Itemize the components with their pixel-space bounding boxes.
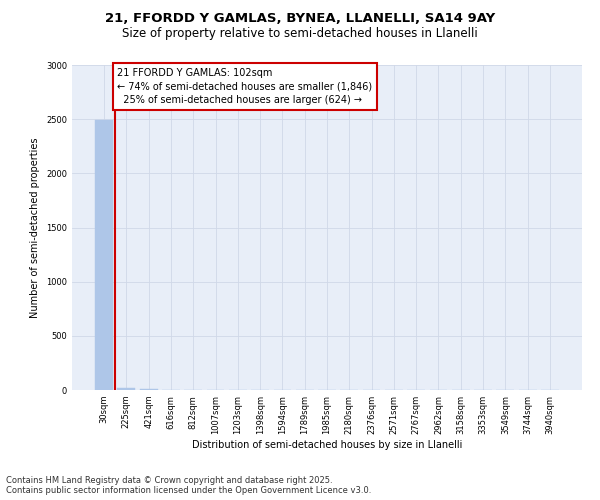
Text: Size of property relative to semi-detached houses in Llanelli: Size of property relative to semi-detach… xyxy=(122,28,478,40)
Text: Contains HM Land Registry data © Crown copyright and database right 2025.
Contai: Contains HM Land Registry data © Crown c… xyxy=(6,476,371,495)
Y-axis label: Number of semi-detached properties: Number of semi-detached properties xyxy=(31,137,40,318)
X-axis label: Distribution of semi-detached houses by size in Llanelli: Distribution of semi-detached houses by … xyxy=(192,440,462,450)
Bar xyxy=(118,388,136,390)
Text: 21, FFORDD Y GAMLAS, BYNEA, LLANELLI, SA14 9AY: 21, FFORDD Y GAMLAS, BYNEA, LLANELLI, SA… xyxy=(105,12,495,26)
Text: 21 FFORDD Y GAMLAS: 102sqm
← 74% of semi-detached houses are smaller (1,846)
  2: 21 FFORDD Y GAMLAS: 102sqm ← 74% of semi… xyxy=(118,68,373,104)
Bar xyxy=(95,120,113,390)
